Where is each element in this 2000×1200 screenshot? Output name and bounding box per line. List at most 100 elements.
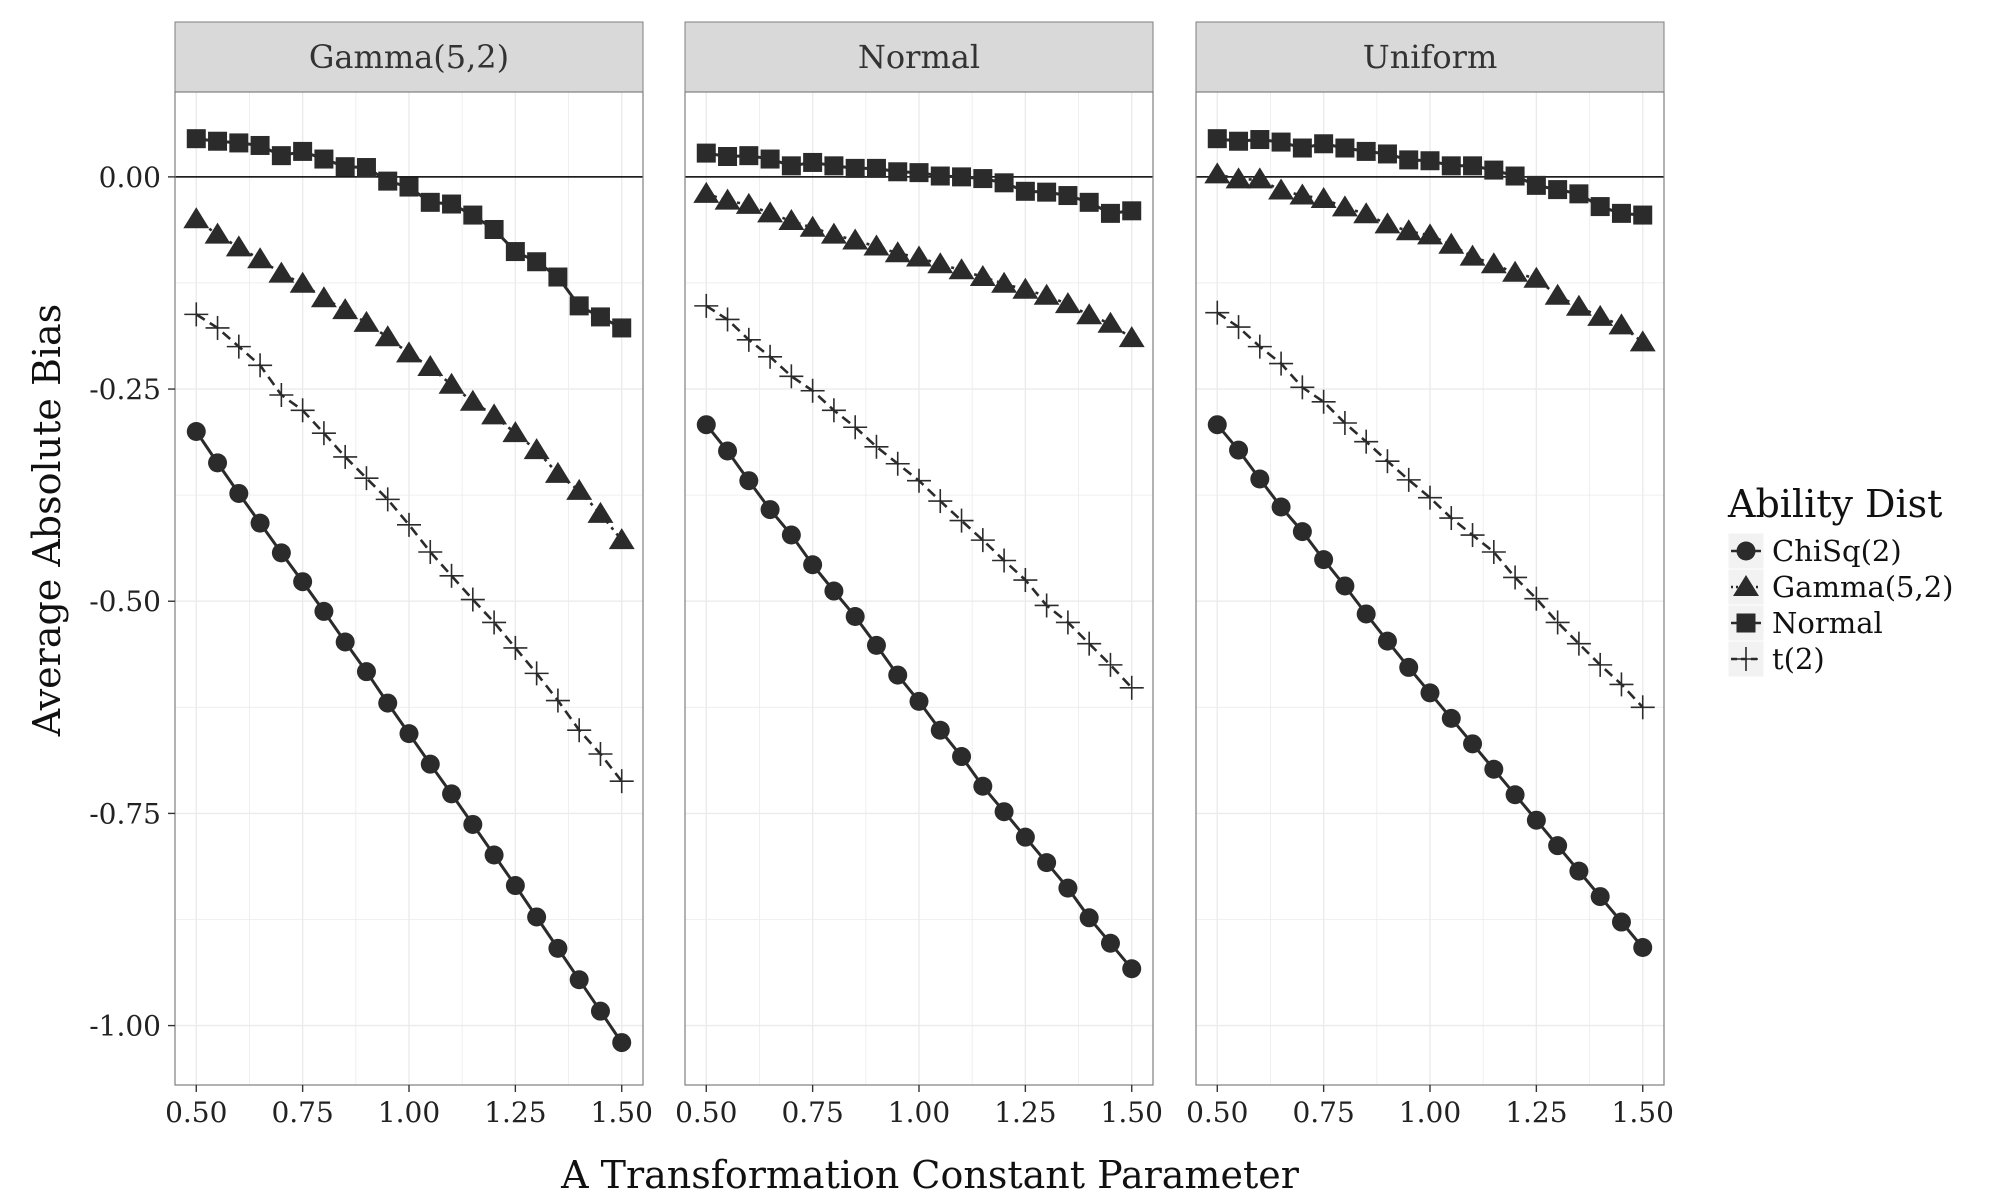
data-point-chisq-2 — [399, 724, 419, 744]
data-point-normal — [1335, 138, 1355, 158]
data-point-t-2 — [1609, 672, 1634, 697]
data-point-chisq-2 — [1484, 759, 1504, 779]
data-point-chisq-2 — [1229, 440, 1249, 460]
data-point-t-2 — [1055, 610, 1080, 635]
data-point-chisq-2 — [909, 691, 929, 711]
facet-strip-label: Normal — [858, 38, 980, 76]
data-point-gamma-5-2 — [247, 247, 274, 269]
data-point-normal — [229, 133, 249, 153]
data-point-normal — [866, 158, 886, 178]
data-point-t-2 — [736, 327, 761, 352]
data-point-chisq-2 — [505, 876, 525, 896]
data-point-normal — [463, 205, 483, 225]
series-chisq-2 — [1207, 415, 1653, 958]
data-point-normal — [356, 158, 376, 178]
data-point-normal — [314, 149, 334, 169]
data-point-t-2 — [1077, 631, 1102, 656]
data-point-chisq-2 — [335, 632, 355, 652]
data-point-chisq-2 — [1015, 827, 1035, 847]
data-point-gamma-5-2 — [799, 215, 826, 237]
series-normal — [1207, 129, 1653, 225]
data-point-t-2 — [715, 307, 740, 332]
data-point-chisq-2 — [696, 415, 716, 435]
data-point-t-2 — [184, 302, 209, 327]
data-point-t-2 — [864, 434, 889, 459]
x-tick-label: 1.50 — [1612, 1096, 1674, 1129]
data-point-t-2 — [843, 415, 868, 440]
data-point-t-2 — [821, 398, 846, 423]
series-line-t-2 — [1216, 311, 1644, 709]
data-point-t-2 — [970, 528, 995, 553]
data-point-gamma-5-2 — [906, 245, 932, 267]
x-axes: 0.50 0.75 1.00 1.25 1.50 0.50 0.75 1.00 1.25 1.50… — [165, 1085, 1674, 1129]
data-point-t-2 — [1439, 506, 1464, 531]
data-point-gamma-5-2 — [1417, 223, 1443, 245]
x-tick-label: 1.25 — [1505, 1096, 1567, 1129]
data-point-normal — [824, 156, 844, 176]
data-point-normal — [1611, 203, 1631, 223]
data-point-normal — [1122, 201, 1142, 221]
data-point-chisq-2 — [378, 693, 398, 713]
data-point-normal — [420, 192, 440, 212]
facet-panel-uniform: Uniform — [1195, 21, 1665, 1086]
data-point-t-2 — [1630, 695, 1655, 720]
x-tick-label: 0.50 — [165, 1096, 227, 1129]
data-point-t-2 — [205, 315, 230, 340]
data-point-chisq-2 — [1526, 810, 1546, 830]
data-point-t-2 — [503, 635, 528, 660]
data-point-chisq-2 — [845, 607, 865, 627]
data-point-t-2 — [354, 466, 379, 491]
legend-item-t-2: t(2) — [1727, 640, 1825, 678]
data-point-chisq-2 — [1399, 657, 1419, 677]
data-point-gamma-5-2 — [778, 209, 805, 231]
data-point-t-2 — [1290, 375, 1315, 400]
data-point-gamma-5-2 — [1204, 162, 1231, 184]
data-point-gamma-5-2 — [608, 528, 635, 550]
x-tick-label: 1.25 — [994, 1096, 1056, 1129]
data-point-t-2 — [1375, 449, 1400, 474]
data-point-normal — [696, 143, 716, 163]
data-point-normal — [590, 307, 610, 327]
data-point-normal — [1377, 144, 1397, 164]
data-point-chisq-2 — [781, 525, 801, 545]
data-point-gamma-5-2 — [438, 372, 465, 394]
data-point-chisq-2 — [208, 453, 228, 473]
data-point-gamma-5-2 — [1395, 219, 1422, 241]
data-point-gamma-5-2 — [1565, 294, 1592, 316]
data-point-gamma-5-2 — [1608, 313, 1635, 335]
data-point-normal — [1463, 156, 1483, 176]
data-point-gamma-5-2 — [991, 271, 1018, 293]
data-point-gamma-5-2 — [1331, 195, 1358, 217]
series-normal — [696, 143, 1142, 223]
data-point-chisq-2 — [1292, 522, 1312, 542]
series-line-gamma-5-2 — [195, 218, 623, 541]
data-point-chisq-2 — [1548, 836, 1568, 856]
data-point-gamma-5-2 — [587, 501, 614, 523]
data-point-t-2 — [1119, 675, 1144, 700]
data-point-t-2 — [949, 508, 974, 533]
data-point-normal — [548, 267, 568, 287]
data-point-t-2 — [439, 563, 464, 588]
data-point-gamma-5-2 — [1289, 183, 1316, 205]
data-point-t-2 — [1332, 411, 1357, 435]
data-point-t-2 — [545, 688, 570, 713]
data-point-chisq-2 — [1633, 938, 1653, 958]
data-point-t-2 — [1354, 429, 1379, 454]
x-tick-label: 1.00 — [1399, 1096, 1461, 1129]
data-point-gamma-5-2 — [1268, 178, 1295, 200]
data-point-chisq-2 — [1611, 912, 1631, 932]
data-point-normal — [845, 158, 865, 178]
data-point-chisq-2 — [1377, 631, 1397, 651]
data-point-gamma-5-2 — [842, 228, 869, 250]
data-point-normal — [271, 146, 291, 166]
series-t-2 — [184, 302, 634, 794]
data-point-normal — [952, 167, 972, 187]
data-point-gamma-5-2 — [820, 222, 847, 244]
data-point-chisq-2 — [569, 970, 589, 990]
data-point-gamma-5-2 — [1374, 212, 1401, 234]
legend-item-normal: Normal — [1727, 604, 1883, 642]
series-t-2 — [1205, 300, 1655, 720]
data-point-normal — [888, 162, 908, 182]
data-point-chisq-2 — [293, 572, 313, 592]
data-point-gamma-5-2 — [332, 298, 359, 320]
